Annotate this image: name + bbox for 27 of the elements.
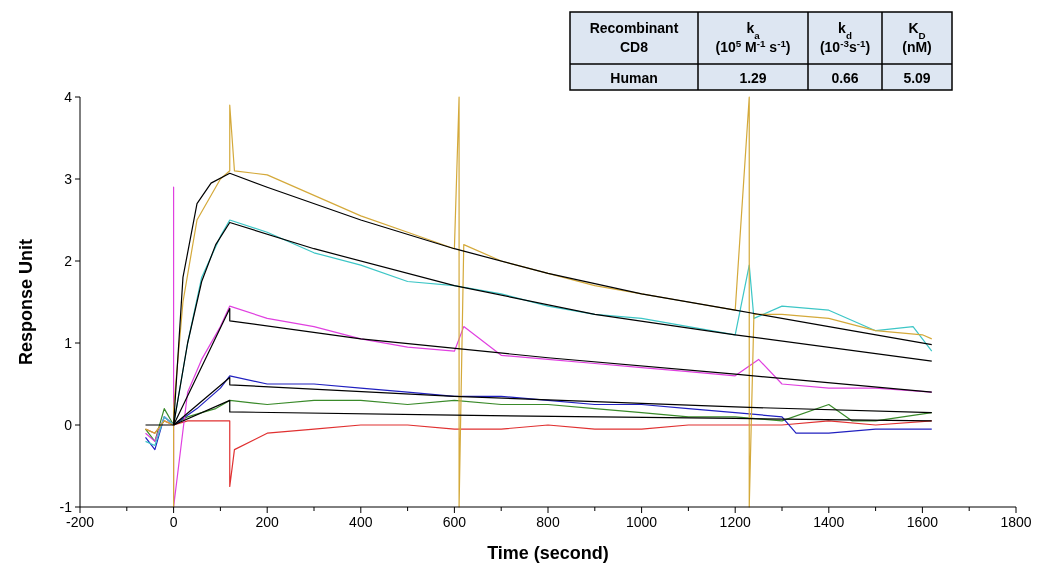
category-label: K$_{D}$ (nM) (902, 20, 932, 55)
y-tick-label: 2 (64, 253, 73, 269)
y-axis-title: Response Unit (16, 238, 36, 366)
x-tick-label: 1000 (626, 514, 658, 530)
category-label: Recombinant CD8 (589, 20, 679, 55)
x-tick-label: 1600 (906, 514, 939, 530)
category-label: k$_{d}$ (10$^{-3}$s$^{-1}$) (819, 20, 871, 55)
x-tick-label: 1200 (719, 514, 751, 530)
y-tick-label: 0 (64, 417, 73, 433)
x-tick-label: -200 (65, 514, 95, 530)
category-label: k$_{a}$ (10$^{5}$ M$^{-1}$ s$^{-1}$) (715, 20, 791, 55)
x-tick-label: 600 (442, 514, 467, 530)
text: 5.09 (903, 70, 931, 86)
y-tick-label: 1 (64, 335, 73, 351)
y-tick-label: -1 (59, 499, 73, 515)
x-tick-label: 800 (536, 514, 560, 530)
x-tick-label: 1800 (1000, 514, 1032, 530)
text: Human (610, 70, 658, 86)
x-tick-label: 0 (169, 514, 178, 530)
x-tick-label: 1400 (813, 514, 845, 530)
x-tick-label: 200 (255, 514, 280, 530)
text: 0.66 (831, 70, 859, 86)
y-tick-label: 4 (64, 89, 73, 105)
x-tick-label: 400 (349, 514, 373, 530)
text: 1.29 (739, 70, 767, 86)
x-axis-title: Time (second) (487, 543, 609, 563)
y-tick-label: 3 (64, 171, 73, 187)
